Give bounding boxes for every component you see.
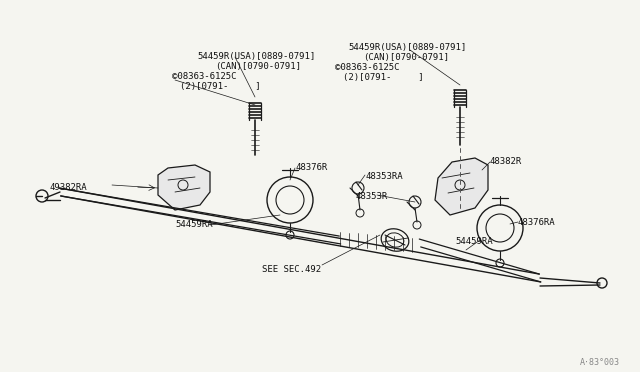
Polygon shape: [158, 165, 210, 210]
Text: (2)[0791-     ]: (2)[0791- ]: [343, 73, 424, 82]
Text: 48353RA: 48353RA: [365, 172, 403, 181]
Text: 48376R: 48376R: [295, 163, 327, 172]
Polygon shape: [435, 158, 488, 215]
Text: 54459R(USA)[0889-0791]: 54459R(USA)[0889-0791]: [348, 43, 467, 52]
Text: (CAN)[0790-0791]: (CAN)[0790-0791]: [215, 62, 301, 71]
Text: 54459RA: 54459RA: [455, 237, 493, 246]
Text: ©08363-6125C: ©08363-6125C: [172, 72, 237, 81]
Text: ©08363-6125C: ©08363-6125C: [335, 63, 399, 72]
Text: (CAN)[0790-0791]: (CAN)[0790-0791]: [363, 53, 449, 62]
Text: 49382RA: 49382RA: [50, 183, 88, 192]
Text: A·83°003: A·83°003: [580, 358, 620, 367]
Text: 48382R: 48382R: [490, 157, 522, 166]
Text: 54459RA: 54459RA: [175, 220, 212, 229]
Text: 48376RA: 48376RA: [518, 218, 556, 227]
Text: (2)[0791-     ]: (2)[0791- ]: [180, 82, 260, 91]
Text: 54459R(USA)[0889-0791]: 54459R(USA)[0889-0791]: [197, 52, 316, 61]
Text: SEE SEC.492: SEE SEC.492: [262, 265, 321, 274]
Text: 48353R: 48353R: [355, 192, 387, 201]
